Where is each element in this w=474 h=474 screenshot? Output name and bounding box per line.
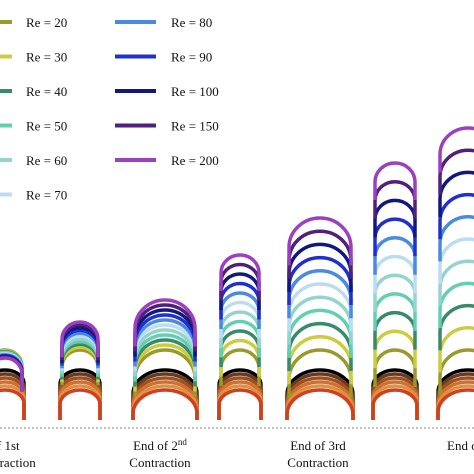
- droplet-shape: [0, 356, 24, 393]
- droplet-base: [371, 380, 419, 420]
- stage-label-text: End of 3rd: [290, 438, 346, 453]
- droplet-base: [217, 384, 263, 420]
- droplet-base: [285, 388, 355, 420]
- legend-label: Re = 100: [171, 84, 219, 99]
- droplet-base: [58, 380, 102, 420]
- droplet-base: [371, 388, 419, 420]
- legend-label: Re = 60: [26, 153, 67, 168]
- droplet-shape: [438, 126, 474, 173]
- legend-label: Re = 30: [26, 50, 67, 65]
- droplet-base: [131, 384, 199, 420]
- stage-label: End of 3rd: [290, 438, 346, 453]
- droplet-base: [436, 380, 474, 420]
- droplet-shape: [373, 161, 417, 200]
- legend-label: Re = 150: [171, 119, 219, 134]
- legend-label: Re = 80: [171, 15, 212, 30]
- stage-label: End o: [447, 438, 474, 453]
- droplet-base: [217, 376, 263, 420]
- droplet-base: [58, 376, 102, 420]
- droplet-base: [436, 388, 474, 420]
- stage-label-sup: nd: [178, 437, 188, 447]
- droplet-base: [58, 384, 102, 420]
- legend-label: Re = 200: [171, 153, 219, 168]
- droplet-shape: [219, 253, 261, 292]
- droplet-base: [436, 384, 474, 420]
- droplet-base: [0, 388, 26, 420]
- droplet-base: [0, 384, 26, 420]
- droplet-shape: [60, 320, 100, 358]
- legend-label: Re = 50: [26, 119, 67, 134]
- droplet-shape: [287, 216, 353, 266]
- legend-label: Re = 90: [171, 50, 212, 65]
- stage-label: Contraction: [0, 455, 36, 470]
- stage-label: End of 2nd: [133, 437, 187, 453]
- droplet-base: [371, 376, 419, 420]
- stage-label: of 1st: [0, 438, 20, 453]
- stage-label-text: End o: [447, 438, 474, 453]
- stage-label: Contraction: [129, 455, 191, 470]
- stage-label-text: of 1st: [0, 438, 20, 453]
- droplet-base: [285, 384, 355, 420]
- droplet-base: [217, 388, 263, 420]
- legend-label: Re = 40: [26, 84, 67, 99]
- droplet-shape: [133, 298, 197, 347]
- stage-label: Contraction: [287, 455, 349, 470]
- legend-label: Re = 20: [26, 15, 67, 30]
- droplet-base: [371, 384, 419, 420]
- legend-label: Re = 70: [26, 188, 67, 203]
- droplet-base: [58, 388, 102, 420]
- droplet-base: [217, 380, 263, 420]
- droplet-base: [131, 380, 199, 420]
- droplet-base: [285, 380, 355, 420]
- stage-label-text: End of 2: [133, 438, 178, 453]
- droplet-base: [131, 388, 199, 420]
